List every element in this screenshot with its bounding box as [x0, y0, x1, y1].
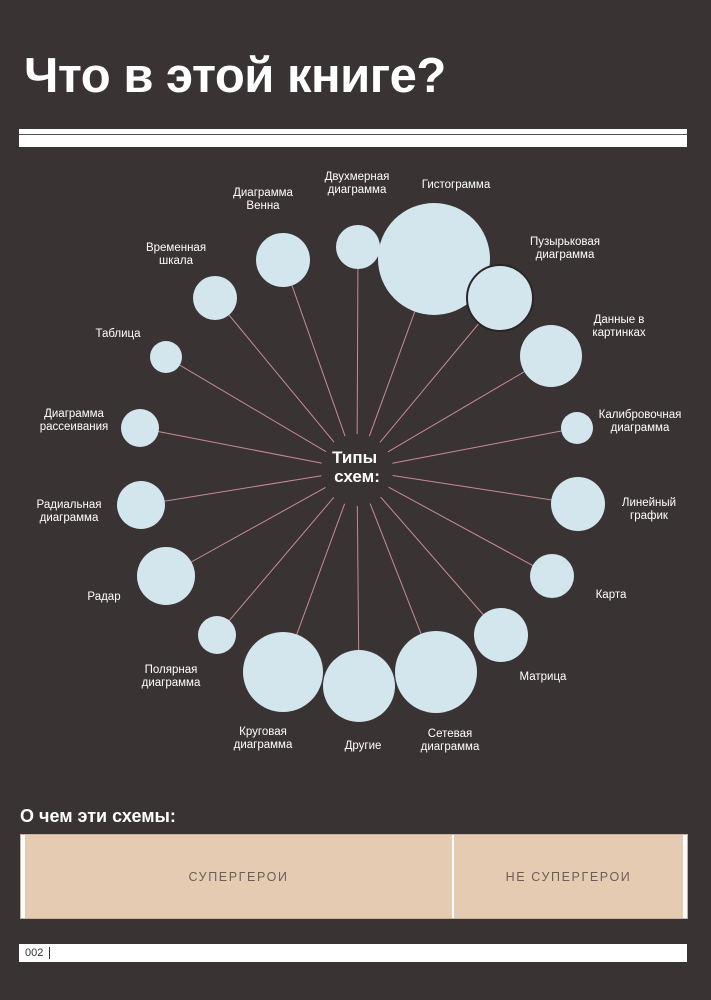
label-radar-line-1: Радар: [87, 591, 120, 603]
page-title: Что в этой книге?: [24, 49, 446, 103]
label-timeline: Временная шкала: [146, 242, 206, 267]
label-venn: Диаграмма Венна: [233, 187, 293, 212]
center-label: Типы схем:: [332, 448, 382, 486]
label-pie-line-2: диаграмма: [234, 739, 293, 751]
bubble-radar: [137, 547, 195, 605]
bubble-line: [551, 477, 605, 531]
page-number: 002: [19, 947, 51, 959]
bubble-bubble: [466, 264, 534, 332]
label-polar: Полярная диаграмма: [142, 664, 201, 689]
bubble-scatter: [121, 409, 159, 447]
label-matrix: Матрица: [520, 671, 568, 683]
label-pictures: Данные в картинках: [592, 314, 646, 339]
bubble-network: [395, 631, 477, 713]
center-label-line-2: схем:: [334, 467, 380, 486]
center-label-line-1: Типы: [332, 448, 377, 467]
bubbles: [117, 203, 605, 722]
connector-table: [165, 356, 327, 453]
label-timeline-line-1: Временная: [146, 242, 206, 254]
bubble-matrix: [474, 608, 528, 662]
bubble-pie: [243, 632, 323, 712]
bubble-pictures: [520, 325, 582, 387]
label-radial-line-2: диаграмма: [40, 512, 99, 524]
label-histogram: Гистограмма: [422, 179, 491, 191]
label-dvumernaya-line-2: диаграмма: [328, 184, 387, 196]
connector-polar: [216, 497, 335, 636]
title-divider: [19, 129, 687, 147]
label-radar: Радар: [87, 591, 120, 603]
bubble-calibration: [561, 412, 593, 444]
label-line-line-1: Линейный: [622, 497, 676, 509]
label-line: Линейный график: [622, 497, 676, 522]
bubble-polar: [198, 616, 236, 654]
label-scatter: Диаграмма рассеивания: [40, 408, 109, 433]
label-radial-line-1: Радиальная: [37, 499, 102, 511]
label-scatter-line-1: Диаграмма: [44, 408, 104, 420]
subjects-box: СУПЕРГЕРОИ НЕ СУПЕРГЕРОИ: [20, 834, 688, 919]
label-other-line-1: Другие: [345, 740, 382, 752]
label-bubble-line-2: диаграмма: [536, 249, 595, 261]
subject-superheroes: СУПЕРГЕРОИ: [21, 835, 454, 918]
label-pictures-line-1: Данные в: [594, 314, 645, 326]
label-calibration-line-1: Калибровочная: [599, 409, 682, 421]
label-other: Другие: [345, 740, 382, 752]
label-network: Сетевая диаграмма: [421, 728, 480, 753]
label-pictures-line-2: картинках: [592, 327, 646, 339]
label-matrix-line-1: Матрица: [520, 671, 568, 683]
label-bubble-line-1: Пузырьковая: [530, 236, 600, 248]
label-map-line-1: Карта: [596, 589, 627, 601]
label-calibration-line-2: диаграмма: [611, 422, 670, 434]
label-radial: Радиальная диаграмма: [37, 499, 102, 524]
label-pie-line-1: Круговая: [239, 726, 287, 738]
label-histogram-line-1: Гистограмма: [422, 179, 491, 191]
label-line-line-2: график: [630, 510, 669, 522]
connector-timeline: [214, 297, 335, 443]
label-dvumernaya: Двухмерная диаграмма: [325, 171, 390, 196]
bubble-map: [530, 554, 574, 598]
connector-venn: [282, 259, 346, 437]
connector-pictures: [387, 355, 552, 453]
label-pie: Круговая диаграмма: [234, 726, 293, 751]
connector-scatter: [139, 427, 322, 464]
bubble-histogram: [378, 203, 490, 315]
label-scatter-line-2: рассеивания: [40, 421, 109, 433]
subjects-heading: О чем эти схемы:: [20, 806, 176, 826]
label-map: Карта: [596, 589, 627, 601]
label-dvumernaya-line-1: Двухмерная: [325, 171, 390, 183]
connector-dvumernaya: [356, 246, 359, 435]
label-table: Таблица: [95, 328, 141, 340]
label-polar-line-1: Полярная: [145, 664, 198, 676]
connector-radial: [140, 475, 322, 506]
connector-calibration: [392, 427, 578, 464]
bubble-table: [150, 341, 182, 373]
subject-not-superheroes: НЕ СУПЕРГЕРОИ: [454, 835, 687, 918]
footer-bar: 002: [19, 944, 687, 962]
label-table-line-1: Таблица: [95, 328, 141, 340]
bubble-venn: [256, 233, 310, 287]
connector-line: [392, 474, 579, 505]
bubble-timeline: [193, 276, 237, 320]
label-venn-line-2: Венна: [246, 200, 280, 212]
connector-matrix: [380, 496, 502, 636]
bubble-radial: [117, 481, 165, 529]
connector-radar: [165, 487, 326, 577]
label-polar-line-2: диаграмма: [142, 677, 201, 689]
bubble-other: [323, 650, 395, 722]
label-calibration: Калибровочная диаграмма: [599, 409, 682, 434]
connector-map: [388, 486, 553, 577]
label-bubble: Пузырьковая диаграмма: [530, 236, 600, 261]
label-network-line-2: диаграмма: [421, 741, 480, 753]
label-timeline-line-2: шкала: [159, 255, 194, 267]
bubble-dvumernaya: [336, 225, 380, 269]
label-venn-line-1: Диаграмма: [233, 187, 293, 199]
label-network-line-1: Сетевая: [428, 728, 472, 740]
